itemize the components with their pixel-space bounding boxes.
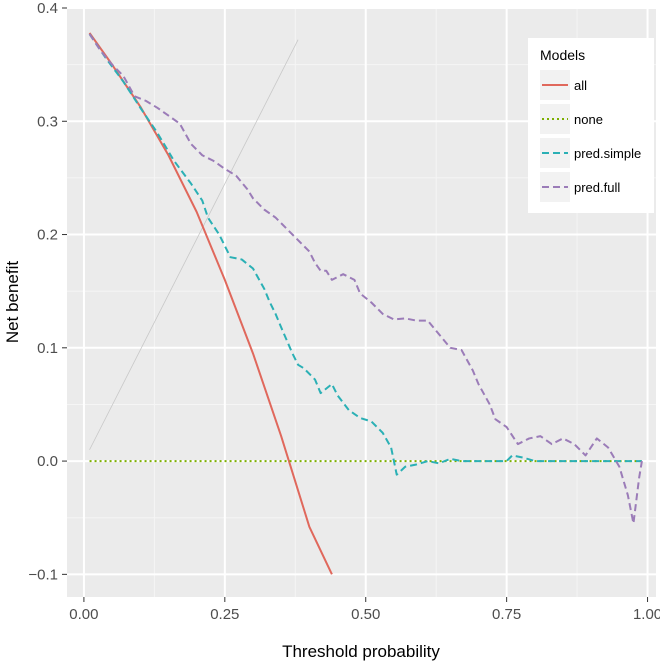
legend-items: all none pred.simple pred.full: [540, 70, 641, 202]
legend-label: pred.simple: [574, 146, 641, 161]
series-line-all: [88, 32, 333, 575]
legend-label: pred.full: [574, 180, 620, 195]
x-tick-label: 0.50: [351, 606, 380, 623]
y-tick-label: −0.1: [28, 566, 58, 583]
legend: Models all none pred.simple pred.full: [528, 38, 654, 213]
series-layer: [88, 32, 643, 575]
y-tick-label: 0.1: [37, 340, 58, 357]
y-axis-title: Net benefit: [3, 261, 22, 343]
reference-line: [89, 39, 299, 450]
legend-label: none: [574, 112, 603, 127]
legend-title: Models: [540, 47, 585, 63]
legend-key-box: [540, 104, 570, 134]
y-tick-label: 0.0: [37, 453, 58, 470]
x-tick-label: 1.00: [633, 606, 660, 623]
y-tick-label: 0.4: [37, 0, 58, 17]
x-tick-label: 0.25: [210, 606, 239, 623]
x-tick-label: 0.75: [492, 606, 521, 623]
x-tick-label: 0.00: [69, 606, 98, 623]
y-axis: −0.1 0.0 0.1 0.2 0.3 0.4: [28, 0, 67, 583]
y-tick-label: 0.2: [37, 227, 58, 244]
y-tick-label: 0.3: [37, 113, 58, 130]
legend-label: all: [574, 78, 587, 93]
series-line-pred-simple: [88, 33, 642, 476]
series-line-pred-full: [88, 33, 643, 525]
x-axis-title: Threshold probability: [282, 642, 440, 661]
x-axis: 0.00 0.25 0.50 0.75 1.00: [69, 597, 660, 623]
